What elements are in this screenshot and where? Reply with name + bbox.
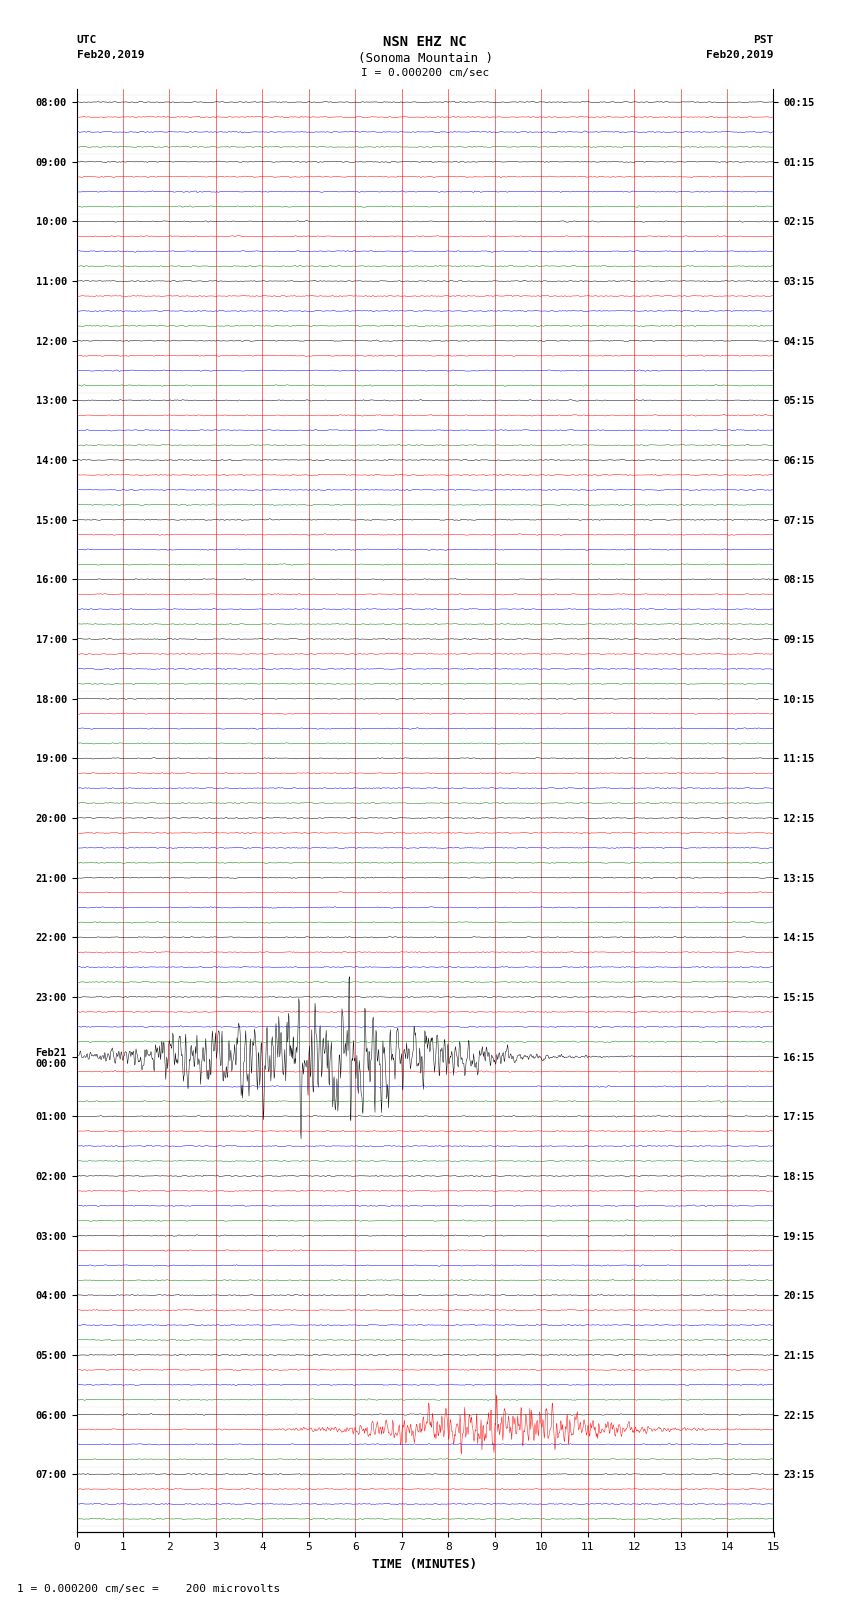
Text: I = 0.000200 cm/sec: I = 0.000200 cm/sec [361,68,489,77]
Text: Feb20,2019: Feb20,2019 [706,50,774,60]
Text: UTC: UTC [76,35,97,45]
Text: (Sonoma Mountain ): (Sonoma Mountain ) [358,52,492,65]
X-axis label: TIME (MINUTES): TIME (MINUTES) [372,1558,478,1571]
Text: NSN EHZ NC: NSN EHZ NC [383,35,467,50]
Text: PST: PST [753,35,774,45]
Text: Feb20,2019: Feb20,2019 [76,50,144,60]
Text: 1 = 0.000200 cm/sec =    200 microvolts: 1 = 0.000200 cm/sec = 200 microvolts [17,1584,280,1594]
